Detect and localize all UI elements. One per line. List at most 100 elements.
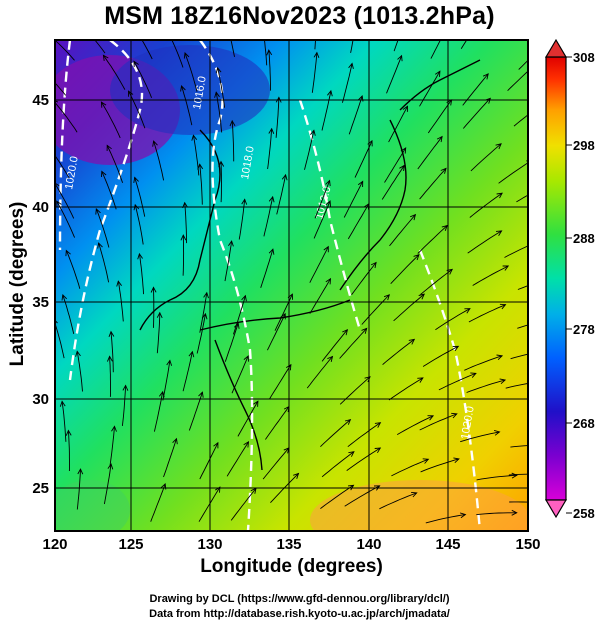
streamline-arrow	[408, 338, 416, 345]
streamline-arrow	[478, 15, 483, 21]
streamline-arrow	[106, 144, 112, 152]
streamline	[264, 40, 268, 66]
streamline-arrow	[373, 485, 381, 491]
x-tick-label: 120	[42, 536, 67, 553]
streamline-arrow	[280, 312, 286, 320]
streamline	[517, 285, 528, 290]
streamline	[274, 294, 293, 331]
streamline-arrow	[100, 101, 107, 108]
streamline	[351, 262, 377, 295]
colorbar: 308 298 288 278 268 258	[544, 38, 595, 521]
streamline-arrow	[116, 280, 122, 287]
streamline-arrow	[61, 293, 68, 301]
streamline	[304, 130, 315, 170]
streamline	[110, 331, 114, 373]
streamline-arrow	[253, 400, 259, 407]
streamline-arrow	[166, 359, 173, 366]
streamline	[55, 154, 70, 179]
streamline	[388, 106, 408, 143]
streamline	[309, 278, 331, 314]
streamline	[467, 230, 502, 254]
streamline	[94, 40, 106, 54]
streamline-arrow	[502, 265, 510, 271]
streamline	[518, 59, 528, 70]
streamline-arrow	[268, 195, 275, 203]
streamline-arrow	[268, 127, 275, 134]
streamline-arrow	[180, 85, 186, 92]
streamline-arrow	[496, 354, 504, 361]
streamline-arrow	[357, 180, 364, 188]
streamline	[198, 486, 221, 522]
streamline-arrow	[495, 143, 502, 150]
streamline	[388, 377, 424, 401]
streamline-arrow	[325, 179, 331, 187]
streamline	[460, 431, 500, 443]
wind-streamlines	[55, 9, 548, 524]
streamline-arrow	[451, 412, 458, 419]
streamline-arrow	[243, 355, 249, 362]
streamline-arrow	[540, 379, 545, 384]
streamline-arrow	[532, 63, 537, 68]
streamline-arrow	[241, 198, 248, 205]
streamline	[138, 253, 144, 295]
streamline	[504, 245, 528, 258]
credit-data: Data from http://database.rish.kyoto-u.a…	[149, 608, 450, 620]
streamline-arrow	[495, 230, 503, 236]
streamline	[339, 376, 371, 405]
colorbar-scale	[545, 56, 567, 501]
streamline	[182, 235, 185, 276]
streamline	[276, 174, 287, 215]
streamline	[346, 447, 381, 471]
streamline	[266, 313, 286, 351]
streamline-arrow	[182, 201, 188, 209]
streamline	[55, 101, 78, 133]
streamline-arrow	[137, 252, 143, 260]
streamline	[341, 63, 353, 103]
streamline-arrow	[188, 350, 195, 358]
streamline-arrow	[281, 173, 288, 181]
colorbar-max-triangle	[544, 38, 568, 58]
streamline	[230, 40, 235, 57]
streamline	[390, 254, 420, 285]
streamline-arrow	[156, 311, 163, 319]
streamline	[516, 194, 528, 203]
streamline	[379, 492, 417, 510]
map-frame	[54, 39, 529, 532]
streamline-arrow	[482, 73, 489, 80]
streamline	[162, 360, 171, 401]
y-tick-labels: 25 30 35 40 45	[32, 92, 49, 497]
streamline-arrow	[101, 170, 107, 178]
streamline	[95, 208, 110, 248]
streamline-arrow	[499, 303, 507, 310]
streamline	[76, 469, 81, 510]
streamline-arrow	[413, 253, 420, 261]
streamline-arrow	[314, 9, 319, 14]
streamline	[339, 328, 368, 359]
streamline-arrow	[213, 441, 219, 449]
streamline-arrow	[167, 30, 172, 36]
streamline-arrow	[55, 319, 58, 324]
streamline	[181, 85, 193, 126]
streamline	[117, 281, 124, 322]
streamline-arrow	[436, 135, 443, 143]
streamline	[435, 308, 471, 331]
streamline-arrow	[354, 13, 359, 18]
colorbar-tick-label: 288	[573, 231, 595, 246]
streamline-arrow	[133, 203, 140, 211]
streamline-arrow	[243, 441, 250, 448]
lat-lon-grid	[55, 40, 528, 531]
streamline	[384, 147, 407, 183]
y-tick-label: 30	[32, 391, 49, 408]
streamline-arrow	[215, 66, 222, 74]
streamline	[314, 180, 331, 219]
streamline-arrow	[543, 42, 548, 47]
streamline-arrow	[441, 224, 448, 231]
streamline-arrow	[266, 49, 273, 56]
streamline	[422, 345, 459, 367]
streamline-arrow	[228, 240, 234, 247]
streamline-arrow	[293, 472, 300, 479]
streamline	[343, 181, 364, 218]
streamline-arrow	[59, 400, 66, 407]
streamline-arrow	[493, 429, 501, 436]
streamline	[265, 406, 290, 440]
